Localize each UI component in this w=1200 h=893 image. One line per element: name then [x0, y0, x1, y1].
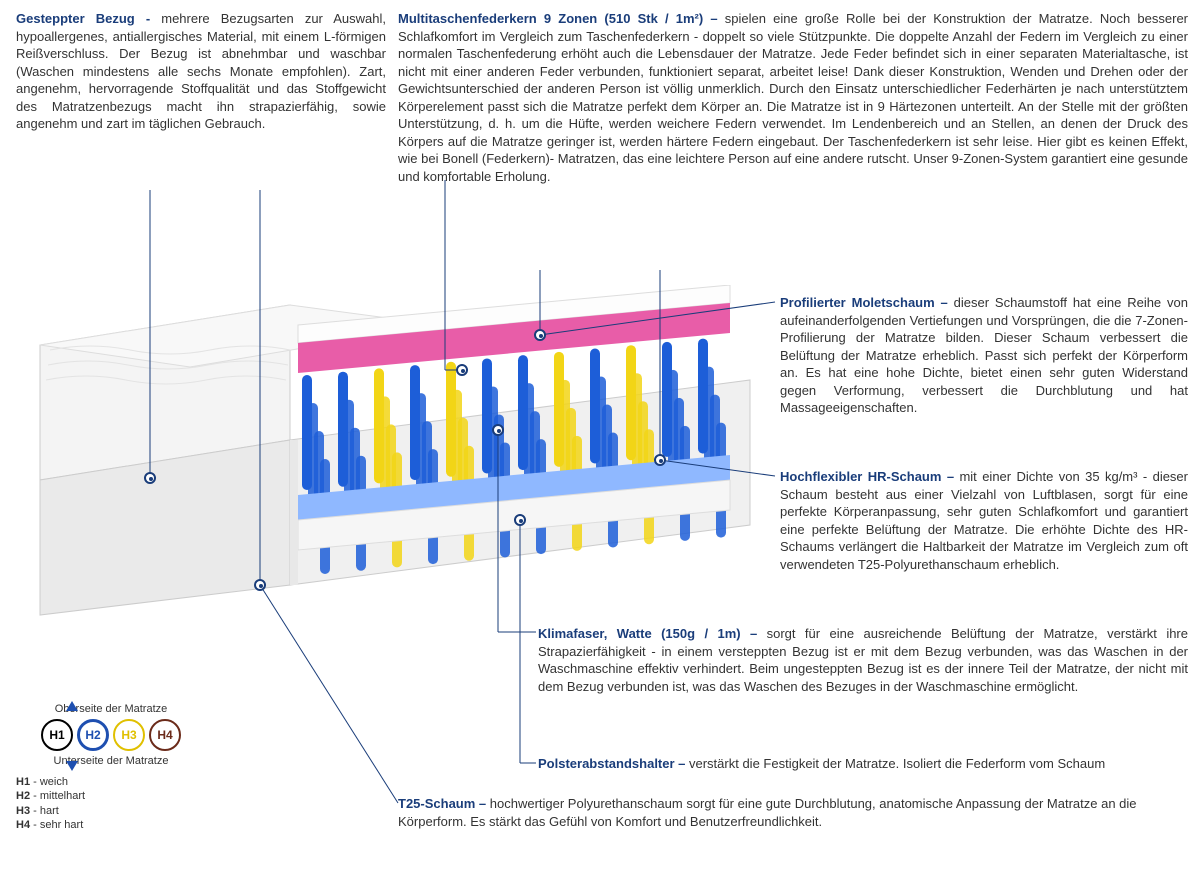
- legend-arrows-icon: [62, 701, 82, 771]
- title-cover: Gesteppter Bezug -: [16, 11, 161, 26]
- dot-molet: [534, 329, 546, 341]
- title-t25: T25-Schaum –: [398, 796, 490, 811]
- title-hr: Hochflexibler HR-Schaum –: [780, 469, 959, 484]
- mattress-svg: [30, 285, 770, 665]
- section-spacer: Polsterabstandshalter – verstärkt die Fe…: [538, 755, 1188, 773]
- section-hr: Hochflexibler HR-Schaum – mit einer Dich…: [780, 468, 1188, 573]
- body-t25: hochwertiger Polyurethanschaum sorgt für…: [398, 796, 1137, 829]
- body-springs: spielen eine große Rolle bei der Konstru…: [398, 11, 1188, 184]
- section-t25: T25-Schaum – hochwertiger Polyurethansch…: [398, 795, 1188, 831]
- legend-h3: H3: [113, 719, 145, 751]
- dot-klima: [492, 424, 504, 436]
- legend-top-label: Oberseite der Matratze: [16, 703, 206, 715]
- body-spacer: verstärkt die Festigkeit der Matratze. I…: [689, 756, 1105, 771]
- legend-h4: H4: [149, 719, 181, 751]
- dot-spacer: [514, 514, 526, 526]
- body-cover: mehrere Bezugsarten zur Auswahl, hypoall…: [16, 11, 386, 131]
- legend-keylist: H1 - weich H2 - mittelhart H3 - hart H4 …: [16, 775, 206, 832]
- title-springs: Multitaschenfederkern 9 Zonen (510 Stk /…: [398, 11, 725, 26]
- mattress-illustration: [30, 285, 770, 665]
- dot-hr: [654, 454, 666, 466]
- section-cover: Gesteppter Bezug - mehrere Bezugsarten z…: [16, 10, 386, 133]
- dot-cover: [144, 472, 156, 484]
- legend-bottom-label: Unterseite der Matratze: [16, 755, 206, 767]
- dot-klima-inner: [456, 364, 468, 376]
- section-molet: Profilierter Moletschaum – dieser Schaum…: [780, 294, 1188, 417]
- dot-t25: [254, 579, 266, 591]
- legend-circles: H1 H2 H3 H4: [16, 719, 206, 751]
- body-hr: mit einer Dichte von 35 kg/m³ - dieser S…: [780, 469, 1188, 572]
- title-molet: Profilierter Moletschaum –: [780, 295, 954, 310]
- title-spacer: Polsterabstandshalter –: [538, 756, 689, 771]
- body-molet: dieser Schaumstoff hat eine Reihe von au…: [780, 295, 1188, 415]
- section-springs: Multitaschenfederkern 9 Zonen (510 Stk /…: [398, 10, 1188, 185]
- hardness-legend: Oberseite der Matratze H1 H2 H3 H4 Unter…: [16, 703, 206, 832]
